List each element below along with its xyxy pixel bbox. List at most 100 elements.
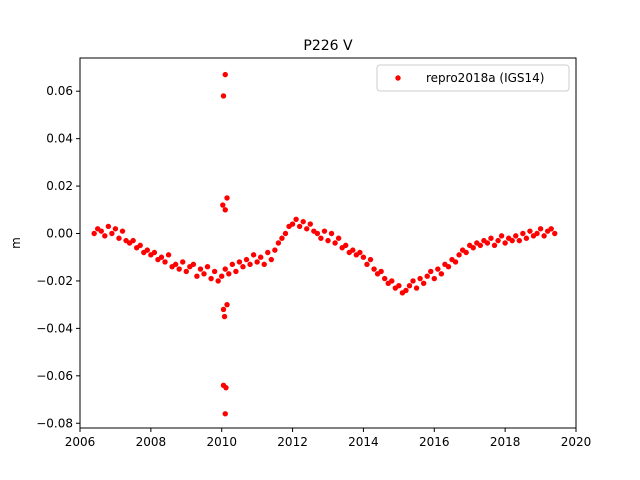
data-point (223, 384, 229, 391)
data-point (435, 266, 441, 272)
data-point (293, 216, 299, 222)
data-point (495, 237, 501, 244)
data-point (180, 259, 186, 265)
data-point (201, 271, 207, 277)
data-point (502, 240, 508, 246)
data-point (537, 226, 544, 232)
x-tick-label: 2008 (136, 435, 167, 449)
data-point (208, 275, 214, 282)
data-point (204, 264, 211, 270)
data-point (176, 266, 182, 272)
plot-area (91, 71, 558, 417)
y-tick-label: −0.04 (36, 321, 73, 335)
data-point (105, 223, 112, 230)
data-point (221, 313, 228, 320)
data-point (194, 273, 200, 279)
data-point (360, 254, 367, 260)
data-point (389, 278, 395, 284)
data-point (343, 242, 349, 249)
data-point (137, 242, 143, 249)
data-point (509, 237, 515, 244)
legend: repro2018a (IGS14) (376, 64, 570, 92)
chart-title: P226 V (303, 38, 353, 54)
data-point (477, 242, 484, 249)
data-point (548, 226, 554, 232)
data-point (463, 249, 469, 256)
data-point (367, 256, 374, 263)
data-point (445, 264, 452, 270)
data-point (552, 230, 558, 237)
data-point (211, 268, 218, 275)
data-point (403, 287, 409, 294)
data-point (222, 207, 228, 213)
data-point (318, 235, 324, 241)
data-point (226, 271, 232, 277)
data-point (220, 306, 227, 313)
data-point (484, 240, 491, 246)
data-point (275, 240, 282, 246)
data-point (357, 249, 363, 256)
data-point (534, 230, 540, 237)
x-tick-label: 2014 (348, 435, 379, 449)
data-point (300, 218, 306, 225)
data-point (268, 256, 275, 263)
data-point (335, 235, 342, 241)
data-point (417, 275, 423, 282)
x-tick-label: 2020 (561, 435, 592, 449)
data-point (165, 252, 172, 258)
data-point (224, 301, 230, 308)
data-point (257, 254, 264, 260)
data-point (183, 268, 189, 275)
data-point (91, 230, 97, 237)
data-point (396, 282, 402, 289)
data-point (438, 271, 445, 277)
y-axis: −0.08 −0.06 −0.04 −0.02 0.00 0.02 0.04 0.06 (36, 84, 80, 430)
data-point (222, 266, 228, 272)
data-point (541, 233, 547, 239)
data-point (222, 71, 228, 78)
data-point (498, 233, 505, 239)
data-point (222, 411, 228, 417)
data-point (224, 195, 230, 201)
data-point (130, 237, 136, 244)
y-tick-label: 0.00 (46, 227, 73, 241)
data-point (219, 273, 225, 279)
data-point (527, 228, 533, 234)
data-point (307, 221, 313, 227)
y-tick-label: −0.02 (36, 274, 73, 288)
data-point (240, 264, 246, 270)
y-tick-label: 0.06 (46, 84, 73, 98)
data-point (229, 261, 236, 268)
axes-frame (79, 57, 577, 429)
data-point (116, 235, 122, 241)
data-point (378, 268, 384, 275)
data-point (254, 259, 260, 265)
data-point (158, 254, 165, 260)
data-point (282, 230, 289, 237)
data-point (151, 249, 158, 256)
data-point (328, 230, 335, 237)
data-point (424, 273, 430, 279)
y-tick-label: 0.02 (46, 179, 73, 193)
data-point (197, 266, 204, 272)
data-point (289, 221, 296, 227)
x-tick-label: 2010 (206, 435, 237, 449)
x-tick-label: 2016 (419, 435, 450, 449)
data-point (431, 275, 437, 282)
y-axis-label: m (9, 237, 23, 249)
y-tick-label: 0.04 (46, 132, 73, 146)
data-point (413, 285, 420, 291)
data-point (371, 266, 377, 272)
data-point (272, 247, 278, 253)
data-point (233, 268, 239, 275)
data-point (406, 282, 413, 289)
data-point (220, 93, 227, 99)
data-point (162, 259, 168, 265)
data-point (520, 230, 526, 237)
legend-label: repro2018a (IGS14) (426, 71, 544, 85)
legend-marker (395, 75, 401, 81)
data-point (321, 228, 328, 234)
data-point (243, 256, 250, 263)
data-point (452, 259, 459, 265)
x-tick-label: 2018 (490, 435, 521, 449)
